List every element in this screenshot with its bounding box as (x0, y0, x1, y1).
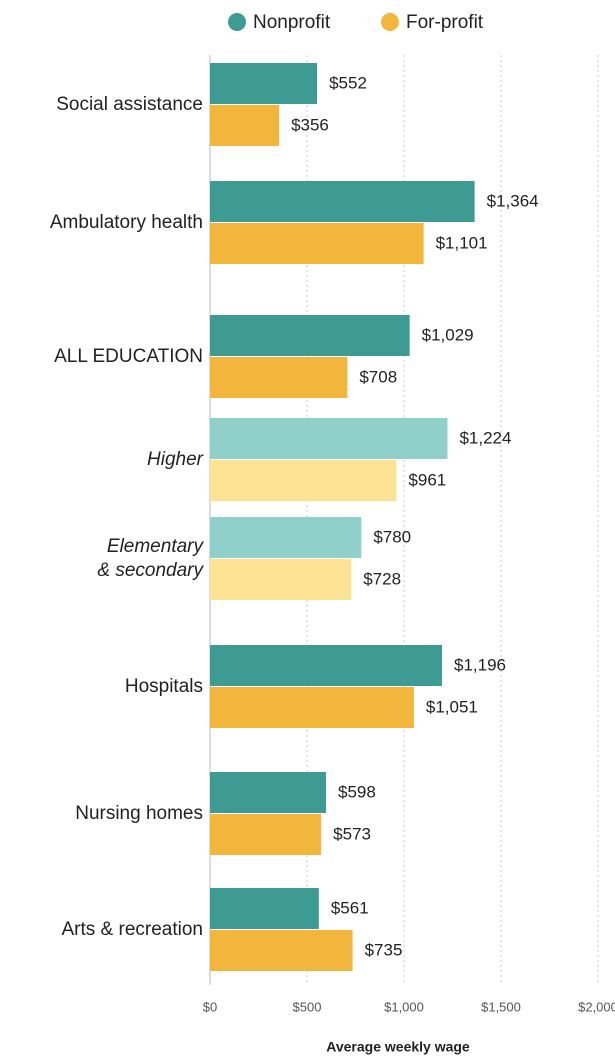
category-label: Nursing homes (75, 803, 203, 824)
category-label: ALL EDUCATION (54, 346, 203, 367)
value-label: $708 (359, 367, 397, 386)
legend-swatch (228, 13, 246, 31)
category-label: Arts & recreation (61, 919, 204, 940)
value-label: $735 (365, 940, 403, 959)
bar (210, 645, 443, 686)
value-label: $573 (333, 824, 371, 843)
bar (210, 517, 362, 558)
legend-label: Nonprofit (253, 12, 331, 33)
x-tick-label: $1,500 (481, 999, 521, 1014)
category-label: Social assistance (56, 94, 203, 115)
bar (210, 930, 353, 971)
value-label: $1,101 (436, 233, 488, 252)
value-label: $961 (408, 470, 446, 489)
bar (210, 357, 348, 398)
bar (210, 223, 424, 264)
category-label: Hospitals (124, 676, 203, 697)
bar (210, 418, 448, 459)
x-tick-label: $1,000 (384, 999, 424, 1014)
value-label: $552 (329, 73, 367, 92)
value-label: $780 (373, 527, 411, 546)
value-label: $598 (338, 782, 376, 801)
value-label: $1,196 (454, 655, 506, 674)
bar (210, 687, 414, 728)
value-label: $356 (291, 115, 329, 134)
bar (210, 315, 410, 356)
value-label: $1,364 (487, 191, 539, 210)
x-tick-label: $500 (293, 999, 322, 1014)
legend-label: For-profit (406, 12, 484, 33)
bar (210, 772, 327, 813)
bar (210, 181, 475, 222)
x-tick-label: $2,000 (578, 999, 615, 1014)
bar (210, 460, 397, 501)
category-label: Higher (147, 449, 203, 470)
value-label: $1,051 (426, 697, 478, 716)
bar (210, 888, 319, 929)
bar (210, 814, 322, 855)
legend-swatch (381, 13, 399, 31)
bar (210, 105, 280, 146)
category-label: Ambulatory health (49, 212, 203, 233)
x-tick-label: $0 (203, 999, 217, 1014)
bar (210, 559, 352, 600)
bar (210, 63, 318, 104)
value-label: $561 (331, 898, 369, 917)
category-label: Elementary & secondary (97, 536, 203, 581)
value-label: $728 (363, 569, 401, 588)
value-label: $1,029 (422, 325, 474, 344)
x-axis-title: Average weekly wage (326, 1039, 470, 1055)
value-label: $1,224 (459, 428, 511, 447)
